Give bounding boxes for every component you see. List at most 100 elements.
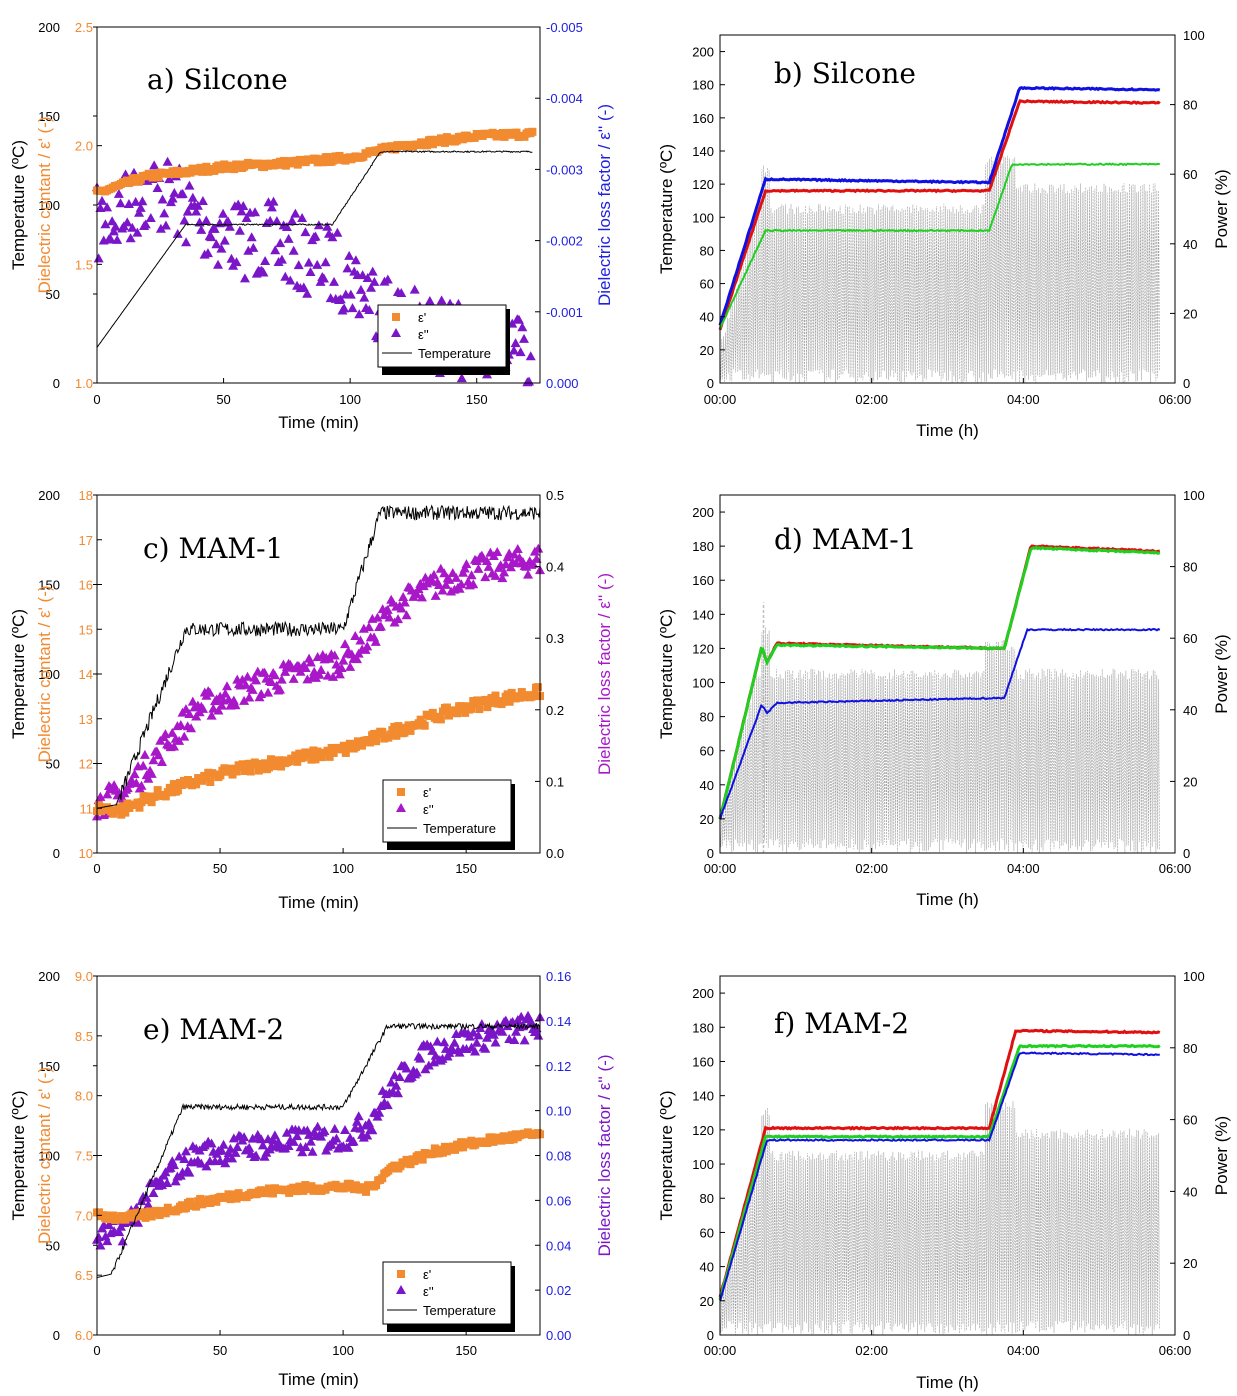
x-tick-label: 150 — [466, 392, 488, 407]
x-tick-label: 04:00 — [1007, 392, 1040, 407]
eps2-point — [227, 1153, 238, 1163]
legend-eps2-label: ε'' — [423, 1284, 434, 1299]
eps1-point — [311, 755, 320, 764]
eps2-point — [184, 1167, 195, 1177]
eps2-tick-label: 0.12 — [546, 1059, 571, 1074]
eps2-point — [411, 589, 422, 599]
eps1-point — [196, 1194, 205, 1203]
power-trace — [719, 1100, 1160, 1336]
eps2-point — [362, 273, 373, 283]
eps1-point — [210, 166, 219, 175]
eps1-point — [147, 1212, 156, 1221]
eps1-point — [184, 775, 193, 784]
legend-eps2-marker — [396, 1285, 406, 1294]
eps1-tick-label: 7.5 — [75, 1149, 93, 1164]
eps1-point — [169, 780, 178, 789]
legend-eps1-label: ε' — [418, 310, 426, 325]
eps2-point — [526, 1017, 537, 1027]
eps2-point — [512, 544, 523, 554]
temp-tick-label: 200 — [38, 488, 60, 503]
eps2-tick-label: 0.14 — [546, 1014, 571, 1029]
eps2-point — [439, 1037, 450, 1047]
eps2-tick-label: 0.4 — [546, 560, 564, 575]
eps2-point — [396, 603, 407, 613]
eps1-point — [145, 1207, 154, 1216]
eps2-point — [300, 662, 311, 672]
eps2-point — [288, 673, 299, 683]
eps1-point — [475, 705, 484, 714]
eps2-point — [367, 266, 378, 276]
x-axis-label: Time (min) — [278, 413, 359, 432]
power-tick-label: 40 — [1183, 1184, 1197, 1199]
eps2-point — [451, 572, 462, 582]
eps2-point — [140, 219, 151, 229]
eps2-point — [331, 659, 342, 669]
eps2-point — [366, 282, 377, 292]
x-tick-label: 02:00 — [855, 861, 888, 876]
x-tick-label: 0 — [93, 1343, 100, 1358]
eps2-point — [480, 572, 491, 582]
eps2-point — [411, 1067, 422, 1077]
eps2-point — [367, 1125, 378, 1135]
power-tick-label: 20 — [1183, 1256, 1197, 1271]
eps1-point — [256, 765, 265, 774]
eps1-point — [481, 695, 490, 704]
eps2-axis-label: Dielectric loss factor / ε'' (-) — [595, 104, 614, 306]
eps1-point — [301, 1181, 310, 1190]
eps2-tick-label: -0.005 — [546, 20, 583, 35]
eps2-point — [513, 314, 524, 324]
temp-axis-label: Temperature (ºC) — [9, 1091, 28, 1221]
x-tick-label: 02:00 — [855, 1343, 888, 1358]
y-tick-label: 180 — [692, 78, 714, 93]
eps2-point — [95, 1240, 106, 1250]
eps2-point — [302, 288, 313, 298]
eps2-point — [110, 221, 121, 231]
eps2-point — [168, 1160, 179, 1170]
temperature-line — [96, 504, 541, 809]
eps1-tick-label: 16 — [79, 578, 93, 593]
eps2-point — [382, 274, 393, 284]
eps2-point — [242, 671, 253, 681]
power-tick-label: 60 — [1183, 631, 1197, 646]
plot-frame — [719, 34, 1176, 384]
eps1-tick-label: 10 — [79, 846, 93, 861]
temperature-series-0 — [718, 99, 1161, 331]
temp-axis-label: Temperature (ºC) — [9, 609, 28, 739]
eps2-point — [401, 1063, 412, 1073]
temperature-series-0 — [718, 1028, 1161, 1298]
eps2-point — [423, 1060, 434, 1070]
eps2-point — [226, 253, 237, 263]
eps1-point — [309, 746, 318, 755]
eps1-point — [192, 1202, 201, 1211]
eps2-point — [290, 208, 301, 218]
eps2-point — [95, 791, 106, 801]
eps1-tick-label: 8.0 — [75, 1089, 93, 1104]
eps2-point — [206, 1138, 217, 1148]
eps1-point — [186, 1197, 195, 1206]
eps2-point — [471, 1037, 482, 1047]
eps1-point — [141, 1213, 150, 1222]
eps1-point — [505, 1135, 514, 1144]
eps2-point — [339, 303, 350, 313]
eps2-point — [125, 233, 136, 243]
eps2-point — [437, 585, 448, 595]
eps1-tick-label: 6.0 — [75, 1328, 93, 1343]
power-tick-label: 100 — [1183, 488, 1205, 503]
eps2-tick-label: 0.5 — [546, 488, 564, 503]
eps2-point — [347, 303, 358, 313]
eps2-point — [351, 1116, 362, 1126]
eps1-point — [505, 697, 514, 706]
eps2-point — [363, 622, 374, 632]
eps2-point — [281, 222, 292, 232]
eps1-point — [319, 158, 328, 167]
eps2-point — [393, 614, 404, 624]
y-tick-label: 100 — [692, 1157, 714, 1172]
eps2-point — [436, 295, 447, 305]
eps2-point — [172, 228, 183, 238]
x-tick-label: 100 — [339, 392, 361, 407]
y-tick-label: 160 — [692, 111, 714, 126]
eps2-point — [355, 1123, 366, 1133]
eps2-point — [331, 1133, 342, 1143]
eps2-point — [238, 200, 249, 210]
eps2-tick-label: -0.004 — [546, 91, 583, 106]
